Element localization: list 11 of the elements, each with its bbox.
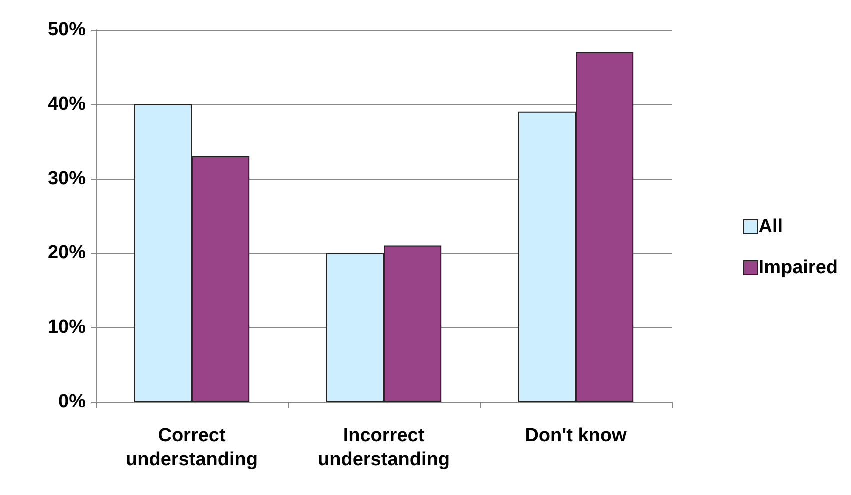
x-tick-label: Don't know xyxy=(525,426,628,446)
y-tick-label: 0% xyxy=(58,392,86,412)
x-tick-label: Incorrect understanding xyxy=(318,426,450,470)
y-tick-label: 50% xyxy=(48,20,86,40)
y-tick-label: 20% xyxy=(48,242,86,264)
legend-label: All xyxy=(758,216,784,238)
legend-label: Impaired xyxy=(758,258,838,278)
x-tick-label: Correct understanding xyxy=(126,426,258,470)
y-tick-label: 40% xyxy=(48,94,86,115)
y-tick-label: 10% xyxy=(48,317,86,338)
y-tick-label: 30% xyxy=(48,168,86,190)
